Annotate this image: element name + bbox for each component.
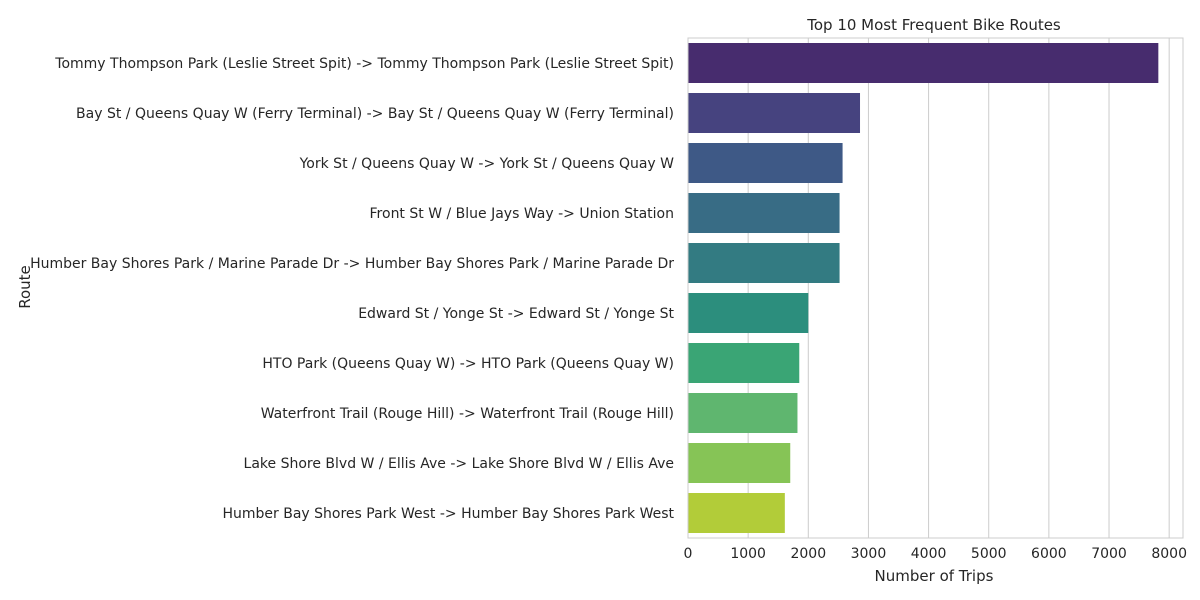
- y-tick-label: Bay St / Queens Quay W (Ferry Terminal) …: [76, 106, 674, 122]
- bar: [688, 293, 809, 333]
- y-tick-label: Front St W / Blue Jays Way -> Union Stat…: [370, 206, 674, 222]
- y-axis-labels: Tommy Thompson Park (Leslie Street Spit)…: [30, 56, 674, 522]
- bar: [688, 143, 843, 183]
- x-axis-title: Number of Trips: [875, 567, 994, 585]
- bar: [688, 193, 840, 233]
- plot-border: [687, 37, 1184, 539]
- y-tick-label: Lake Shore Blvd W / Ellis Ave -> Lake Sh…: [244, 456, 674, 472]
- bars: [688, 43, 1159, 533]
- y-tick-label: Edward St / Yonge St -> Edward St / Yong…: [358, 306, 674, 322]
- y-tick-label: York St / Queens Quay W -> York St / Que…: [299, 156, 675, 172]
- x-axis-ticks: 0 1000 2000 3000 4000 5000 6000 7000 8000: [684, 546, 1187, 562]
- x-tick-label: 6000: [1031, 546, 1067, 562]
- x-tick-label: 5000: [971, 546, 1007, 562]
- y-tick-label: Waterfront Trail (Rouge Hill) -> Waterfr…: [261, 406, 674, 422]
- y-tick-label: Humber Bay Shores Park West -> Humber Ba…: [222, 506, 674, 522]
- bar: [688, 443, 791, 483]
- y-tick-label: Humber Bay Shores Park / Marine Parade D…: [30, 256, 674, 272]
- bar: [688, 43, 1159, 83]
- plot-frame: [687, 37, 1184, 539]
- bar: [688, 243, 840, 283]
- x-tick-label: 8000: [1151, 546, 1187, 562]
- bar: [688, 493, 785, 533]
- plot-area: [687, 37, 1184, 539]
- x-tick-label: 1000: [730, 546, 766, 562]
- y-tick-label: HTO Park (Queens Quay W) -> HTO Park (Qu…: [262, 356, 674, 372]
- y-axis-title: Route: [16, 265, 34, 309]
- x-tick-label: 0: [684, 546, 693, 562]
- chart-title: Top 10 Most Frequent Bike Routes: [806, 16, 1061, 34]
- bar: [688, 393, 798, 433]
- bar: [688, 343, 800, 383]
- x-tick-label: 4000: [911, 546, 947, 562]
- x-tick-label: 7000: [1091, 546, 1127, 562]
- x-tick-label: 3000: [851, 546, 887, 562]
- bar: [688, 93, 861, 133]
- x-tick-label: 2000: [790, 546, 826, 562]
- y-tick-label: Tommy Thompson Park (Leslie Street Spit)…: [54, 56, 674, 72]
